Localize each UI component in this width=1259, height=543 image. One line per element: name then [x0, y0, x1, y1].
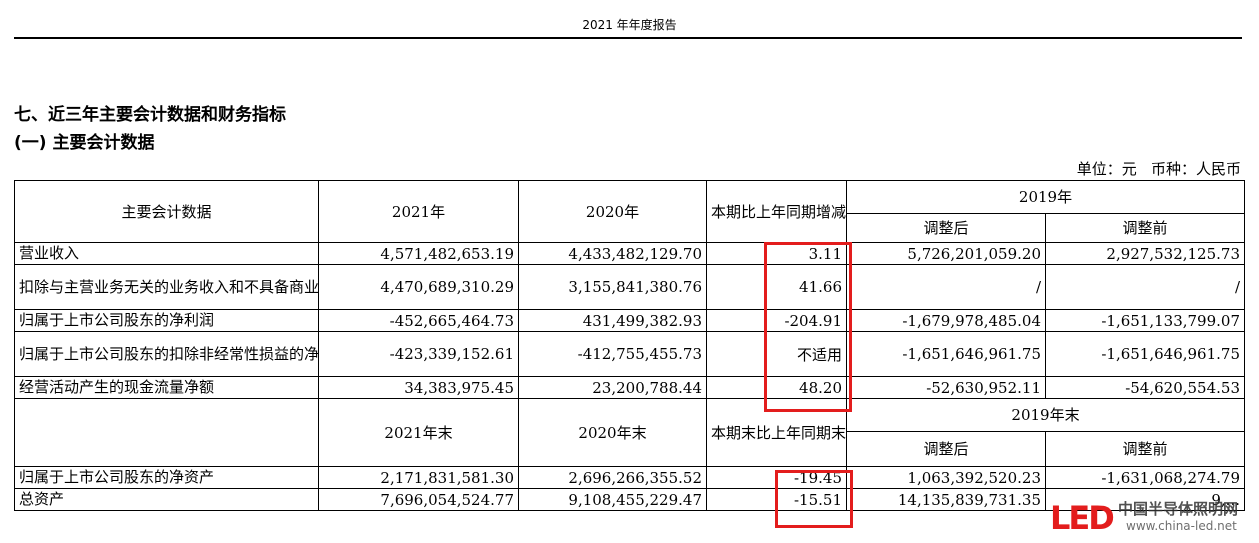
table-row: 扣除与主营业务无关的业务收入和不具备商业实质的收入后的营业收入 4,470,68… — [14, 264, 1245, 310]
cell-2020: 2,696,266,355.52 — [518, 466, 707, 489]
header-2019-end-adjusted: 调整后 — [846, 431, 1046, 467]
table-row: 归属于上市公司股东的净资产 2,171,831,581.30 2,696,266… — [14, 466, 1245, 489]
cell-2019-adjusted: -52,630,952.11 — [846, 376, 1046, 399]
cell-2021: 34,383,975.45 — [318, 376, 519, 399]
cell-2020: 4,433,482,129.70 — [518, 242, 707, 265]
cell-2020: 9,108,455,229.47 — [518, 488, 707, 511]
cell-2019-original: -1,651,646,961.75 — [1045, 331, 1245, 377]
cell-2019-adjusted: 14,135,839,731.35 — [846, 488, 1046, 511]
header-2021: 2021年 — [318, 180, 519, 243]
row-label: 归属于上市公司股东的净利润 — [14, 309, 319, 332]
cell-2019-adjusted: / — [846, 264, 1046, 310]
header-2020-end: 2020年末 — [518, 398, 707, 467]
row-label: 总资产 — [14, 488, 319, 511]
watermark: LED 中国半导体照明网 www.china-led.net — [1050, 500, 1250, 536]
accounting-data-table: 主要会计数据 2021年 2020年 本期比上年同期增减(%) 2019年 调整… — [14, 180, 1245, 511]
cell-change: 48.20 — [706, 376, 847, 399]
cell-2021: 7,696,054,524.77 — [318, 488, 519, 511]
header-change: 本期比上年同期增减(%) — [706, 180, 847, 243]
cell-2020: -412,755,455.73 — [518, 331, 707, 377]
header-2019-original: 调整前 — [1045, 213, 1245, 243]
cell-change: -15.51 — [706, 488, 847, 511]
row-label: 营业收入 — [14, 242, 319, 265]
cell-2019-adjusted: -1,651,646,961.75 — [846, 331, 1046, 377]
watermark-logo: LED — [1050, 499, 1115, 537]
watermark-site-name: 中国半导体照明网 — [1118, 500, 1239, 518]
cell-2019-original: -1,651,133,799.07 — [1045, 309, 1245, 332]
header-2019-adjusted: 调整后 — [846, 213, 1046, 243]
header-2020: 2020年 — [518, 180, 707, 243]
cell-change: -204.91 — [706, 309, 847, 332]
cell-2021: 4,571,482,653.19 — [318, 242, 519, 265]
cell-2019-adjusted: -1,679,978,485.04 — [846, 309, 1046, 332]
header-rule — [14, 37, 1242, 39]
cell-2019-original: 2,927,532,125.73 — [1045, 242, 1245, 265]
table-row: 归属于上市公司股东的净利润 -452,665,464.73 431,499,38… — [14, 309, 1245, 332]
cell-2019-adjusted: 1,063,392,520.23 — [846, 466, 1046, 489]
section-title: 七、近三年主要会计数据和财务指标 — [14, 105, 286, 125]
report-header-title: 2021 年年度报告 — [582, 18, 677, 32]
row-label: 归属于上市公司股东的扣除非经常性损益的净利润 — [14, 331, 319, 377]
header-item-blank — [14, 398, 319, 467]
header-2021-end: 2021年末 — [318, 398, 519, 467]
cell-2019-adjusted: 5,726,201,059.20 — [846, 242, 1046, 265]
cell-2021: 2,171,831,581.30 — [318, 466, 519, 489]
unit-currency-line: 单位：元 币种：人民币 — [1076, 160, 1241, 178]
cell-2021: -452,665,464.73 — [318, 309, 519, 332]
cell-change: -19.45 — [706, 466, 847, 489]
subsection-title: (一) 主要会计数据 — [14, 133, 155, 153]
cell-2020: 23,200,788.44 — [518, 376, 707, 399]
header-2019-end: 2019年末 — [846, 398, 1245, 432]
cell-2020: 3,155,841,380.76 — [518, 264, 707, 310]
row-label: 归属于上市公司股东的净资产 — [14, 466, 319, 489]
header-change-end: 本期末比上年同期末增减（%） — [706, 398, 847, 467]
header-2019-end-original: 调整前 — [1045, 431, 1245, 467]
cell-2020: 431,499,382.93 — [518, 309, 707, 332]
cell-change: 41.66 — [706, 264, 847, 310]
header-item: 主要会计数据 — [14, 180, 319, 243]
table-row: 经营活动产生的现金流量净额 34,383,975.45 23,200,788.4… — [14, 376, 1245, 399]
cell-2019-original: 9,... — [1045, 488, 1245, 511]
row-label: 经营活动产生的现金流量净额 — [14, 376, 319, 399]
cell-change: 不适用 — [706, 331, 847, 377]
row-label: 扣除与主营业务无关的业务收入和不具备商业实质的收入后的营业收入 — [14, 264, 319, 310]
cell-2019-original: / — [1045, 264, 1245, 310]
cell-2021: -423,339,152.61 — [318, 331, 519, 377]
cell-change: 3.11 — [706, 242, 847, 265]
cell-2021: 4,470,689,310.29 — [318, 264, 519, 310]
table-row: 营业收入 4,571,482,653.19 4,433,482,129.70 3… — [14, 242, 1245, 265]
header-2019: 2019年 — [846, 180, 1245, 214]
cell-2019-original: -54,620,554.53 — [1045, 376, 1245, 399]
watermark-url: www.china-led.net — [1126, 519, 1237, 533]
cell-2019-original: -1,631,068,274.79 — [1045, 466, 1245, 489]
table-row: 总资产 7,696,054,524.77 9,108,455,229.47 -1… — [14, 488, 1245, 511]
table-row: 归属于上市公司股东的扣除非经常性损益的净利润 -423,339,152.61 -… — [14, 331, 1245, 377]
